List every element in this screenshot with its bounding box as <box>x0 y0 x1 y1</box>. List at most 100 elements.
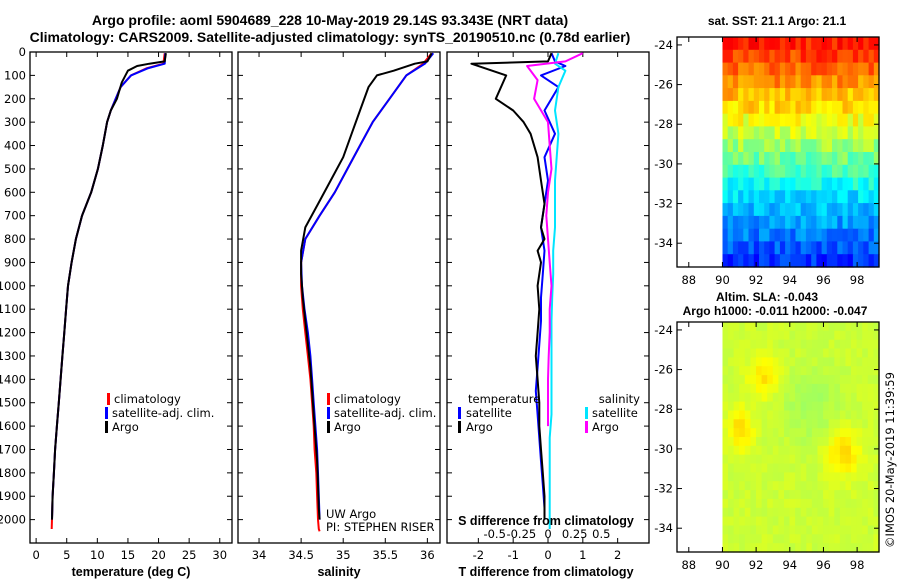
sst-cell <box>816 152 823 166</box>
sst-cell <box>727 203 734 217</box>
sla-cell <box>834 454 841 465</box>
sst-cell <box>785 100 791 115</box>
sla-cell <box>867 322 874 332</box>
sla-cell <box>756 383 763 394</box>
sla-cell <box>856 322 863 332</box>
sst-cell <box>816 228 823 243</box>
sla-cell <box>823 472 830 482</box>
sla-cell <box>845 490 852 500</box>
sst-cell <box>722 49 729 64</box>
sla-cell <box>761 348 768 358</box>
sla-cell <box>739 322 746 332</box>
sla-cell <box>851 428 858 438</box>
sla-cell <box>767 445 774 456</box>
sst-cell <box>753 37 760 51</box>
sla-cell <box>756 401 763 411</box>
sla-cell <box>811 339 819 350</box>
ytick-label: 0 <box>19 45 26 59</box>
sla-cell <box>728 543 735 553</box>
sla-cell <box>795 357 802 367</box>
legend-label-t-satellite: satellite <box>466 406 512 420</box>
sst-cell <box>816 139 823 153</box>
sla-cell <box>856 516 863 526</box>
sst-cell <box>727 177 734 191</box>
sst-cell <box>842 215 849 230</box>
sla-cell <box>851 410 858 420</box>
sst-cell <box>748 254 755 268</box>
sst-cell <box>759 177 765 191</box>
sst-cell <box>837 113 844 128</box>
sst-cell <box>832 100 838 115</box>
sst-cell <box>779 215 786 230</box>
sla-cell <box>728 383 735 394</box>
sla-cell <box>845 525 852 535</box>
sla-cell <box>873 401 880 411</box>
sla-cell <box>756 454 763 465</box>
sla-cell <box>839 366 847 376</box>
sla-cell <box>778 366 785 376</box>
sla-cell <box>744 392 751 403</box>
sst-cell <box>795 254 802 268</box>
sla-cell <box>867 454 874 465</box>
sst-cell <box>764 254 770 268</box>
sla-cell <box>756 348 763 358</box>
sla-cell <box>772 507 779 518</box>
sst-cell <box>800 126 807 140</box>
sla-cell <box>806 490 813 500</box>
sla-cell <box>851 525 858 535</box>
sla-cell <box>784 322 791 332</box>
sla-cell <box>817 366 824 376</box>
sst-cell <box>753 113 760 128</box>
sst-cell <box>852 37 859 51</box>
sla-cell <box>817 463 824 473</box>
sla-cell <box>778 437 785 447</box>
sst-cell <box>722 100 729 115</box>
sst-cell <box>738 152 744 166</box>
sla-cell <box>873 525 880 535</box>
sla-cell <box>800 392 807 403</box>
sst-cell <box>790 228 797 243</box>
xtick-label: 36 <box>420 548 435 562</box>
sla-cell <box>772 428 779 438</box>
sla-cell <box>800 366 807 376</box>
sst-cell <box>753 254 760 268</box>
legend-swatch-t-argo <box>458 421 461 433</box>
sla-cell <box>728 472 735 482</box>
sst-cell <box>805 228 812 243</box>
salinity-yticks <box>238 51 440 521</box>
sst-cell <box>795 113 802 128</box>
sla-cell <box>851 445 858 456</box>
sla-cell <box>733 339 740 350</box>
sla-cell <box>806 383 813 394</box>
sst-cell <box>790 215 797 230</box>
sst-cell <box>826 139 833 153</box>
sst-cell <box>759 215 765 230</box>
sla-cell <box>823 339 830 350</box>
sst-cell <box>743 228 750 243</box>
sst-cell <box>785 75 791 89</box>
sla-cell <box>750 525 757 535</box>
sst-cell <box>759 113 765 128</box>
ytick-label: 400 <box>4 139 26 153</box>
sst-cell <box>779 62 786 76</box>
sla-cell <box>851 481 858 491</box>
xtick-label: 35.5 <box>372 548 398 562</box>
sla-cell <box>828 428 835 438</box>
sst-cell <box>753 203 760 217</box>
sst-cell <box>852 241 859 255</box>
sst-cell <box>805 75 812 89</box>
sla-cell <box>806 410 813 420</box>
sla-cell <box>867 516 874 526</box>
sla-cell <box>800 410 807 420</box>
sla-cell <box>722 330 729 341</box>
sst-cell <box>759 37 765 51</box>
sla-cell <box>733 366 740 376</box>
sla-cell <box>823 428 830 438</box>
sst-cell <box>759 100 765 115</box>
sst-cell <box>727 113 734 128</box>
sla-cell <box>862 375 869 385</box>
sla-cell <box>862 472 869 482</box>
sst-cell <box>847 100 854 115</box>
sla-cell <box>851 330 858 341</box>
sla-cell <box>834 428 841 438</box>
